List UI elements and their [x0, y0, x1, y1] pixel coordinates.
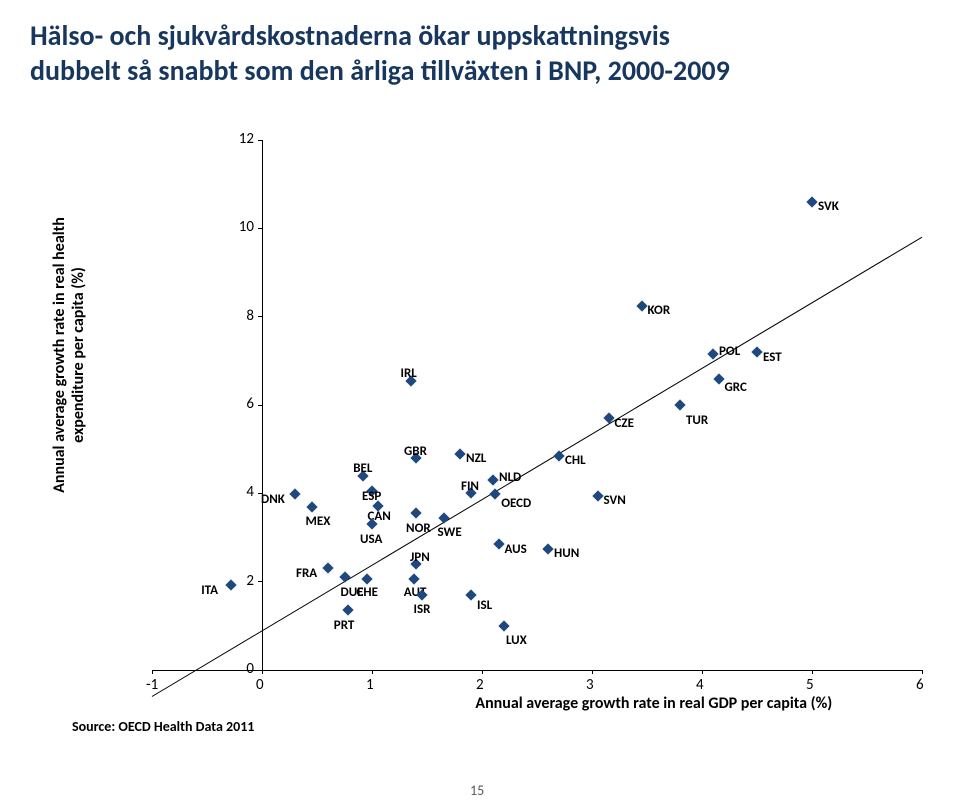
data-label-bel: BEL [353, 461, 372, 476]
data-label-lux: LUX [506, 633, 527, 648]
data-label-est: EST [763, 350, 782, 365]
data-label-grc: GRC [725, 380, 747, 395]
data-label-prt: PRT [334, 618, 355, 633]
data-label-chl: CHL [565, 453, 586, 468]
x-tick-label: 4 [696, 676, 704, 694]
data-label-hun: HUN [554, 546, 579, 561]
data-label-svn: SVN [604, 493, 626, 508]
x-axis-label: Annual average growth rate in real GDP p… [475, 694, 832, 713]
data-label-fra: FRA [296, 566, 317, 581]
data-label-mex: MEX [306, 514, 331, 529]
data-label-aus: AUS [505, 542, 527, 557]
x-tick-label: 1 [366, 676, 374, 694]
x-tick-label: 3 [586, 676, 594, 694]
title-line-2: dubbelt så snabbt som den årliga tillväx… [30, 53, 730, 88]
data-label-fin: FIN [461, 479, 479, 494]
x-tick-label: -1 [146, 676, 158, 694]
data-label-isr: ISR [414, 602, 431, 617]
title-line-1: Hälso- och sjukvårdskostnaderna ökar upp… [30, 18, 670, 53]
data-label-swe: SWE [438, 525, 462, 540]
data-label-gbr: GBR [404, 444, 427, 459]
data-label-cze: CZE [615, 416, 634, 431]
data-label-ita: ITA [201, 583, 218, 598]
trendline [152, 140, 922, 670]
y-axis-label: Annual average growth rate in real healt… [50, 140, 88, 570]
x-tick-label: 5 [806, 676, 814, 694]
x-tick-label: 6 [916, 676, 924, 694]
data-label-usa: USA [360, 532, 382, 547]
data-label-kor: KOR [648, 303, 671, 318]
data-label-dnk: DNK [261, 492, 285, 507]
data-label-pol: POL [719, 344, 740, 359]
x-tick-label: 2 [476, 676, 484, 694]
data-label-isl: ISL [477, 598, 492, 613]
source-text: Source: OECD Health Data 2011 [72, 718, 254, 735]
data-label-nor: NOR [406, 521, 431, 536]
data-label-nld: NLD [499, 470, 521, 485]
data-label-jpn: JPN [410, 550, 430, 565]
x-tick-label: 0 [256, 676, 264, 694]
page-title: Hälso- och sjukvårdskostnaderna ökar upp… [30, 18, 930, 88]
data-label-tur: TUR [686, 413, 708, 428]
data-label-nzl: NZL [466, 451, 486, 466]
page-number: 15 [470, 782, 484, 799]
data-label-che: CHE [357, 585, 378, 600]
scatter-plot: 024681012-10123456ITADNKMEXFRADUEPRTBELE… [152, 140, 922, 670]
data-label-oecd: OECD [501, 496, 531, 511]
data-label-svk: SVK [818, 199, 839, 214]
data-label-irl: IRL [401, 366, 417, 381]
page: Hälso- och sjukvårdskostnaderna ökar upp… [0, 0, 960, 807]
